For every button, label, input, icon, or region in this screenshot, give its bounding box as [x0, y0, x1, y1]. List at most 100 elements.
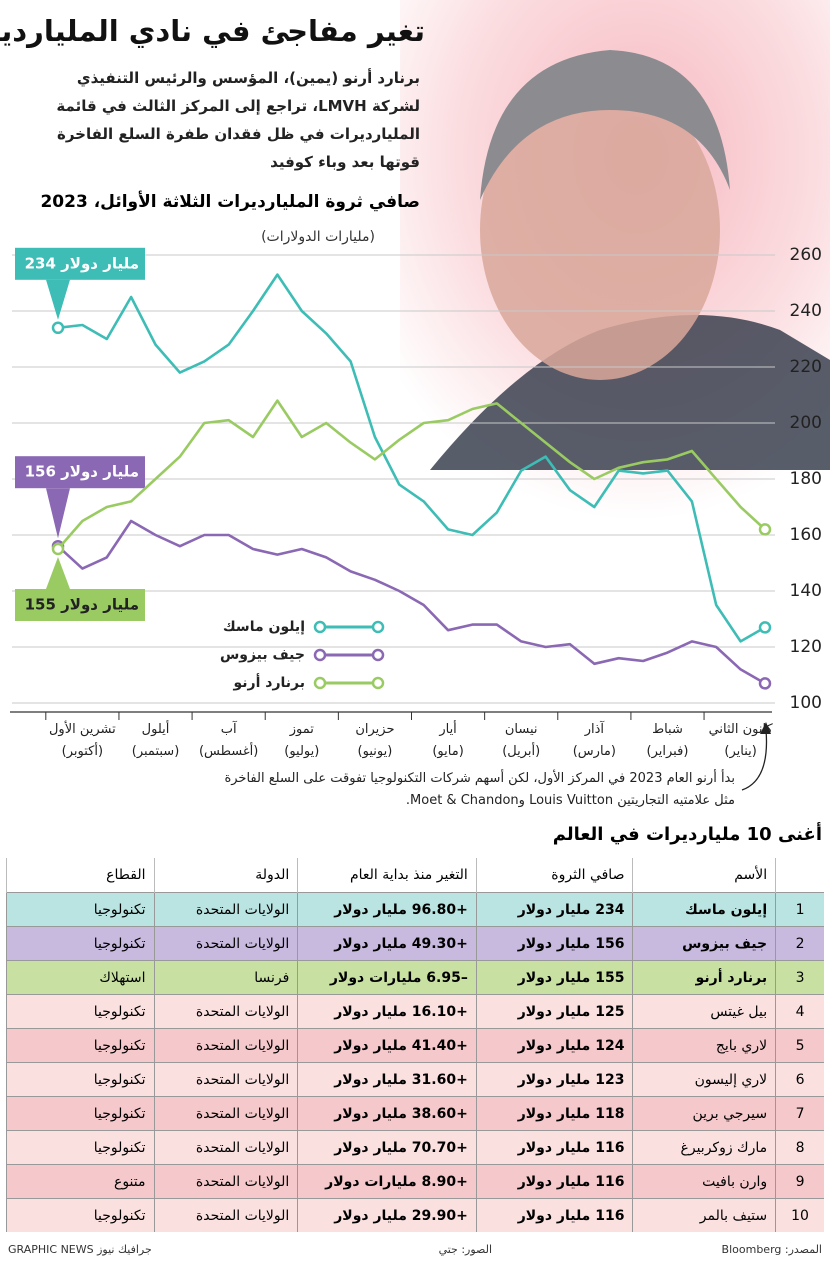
- table-cell: الولايات المتحدة: [153, 1198, 298, 1232]
- table-cell: 4: [775, 994, 824, 1029]
- x-tick-label: كانون الثاني: [709, 722, 774, 737]
- table-cell: 116 مليار دولار: [475, 1164, 633, 1199]
- legend-dot: [313, 648, 327, 662]
- x-tick-note: (يناير): [724, 744, 756, 759]
- table-cell: وارن بافيت: [632, 1164, 776, 1199]
- legend-label: برنارد أرنو: [233, 673, 306, 691]
- table-cell: 2: [775, 926, 824, 961]
- table-cell: الولايات المتحدة: [153, 994, 298, 1029]
- x-tick-label: شباط: [652, 722, 683, 737]
- data-label: 155 مليار دولار: [25, 596, 139, 614]
- table-cell: 123 مليار دولار: [475, 1062, 633, 1097]
- table-cell: الولايات المتحدة: [153, 1130, 298, 1165]
- annotation: بدأ أرنو العام 2023 في المركز الأول، لكن…: [224, 768, 735, 812]
- table-cell: +49.30 مليار دولار: [297, 926, 477, 961]
- table-cell: الولايات المتحدة: [153, 1062, 298, 1097]
- y-tick-label: 100: [790, 693, 822, 713]
- table-cell: 5: [775, 1028, 824, 1063]
- table-cell: 116 مليار دولار: [475, 1130, 633, 1165]
- x-tick-label: تموز: [289, 722, 315, 737]
- y-axis-label: (مليارات الدولارات): [261, 229, 375, 245]
- x-tick-note: (أكتوبر): [62, 742, 103, 759]
- y-tick-label: 240: [790, 301, 822, 321]
- table-row: 2 جيف بيزوس 156 مليار دولار +49.30 مليار دو…: [6, 926, 824, 961]
- table-cell: 118 مليار دولار: [475, 1096, 633, 1131]
- table-cell: –6.95 مليارات دولار: [297, 960, 477, 995]
- y-tick-label: 220: [790, 357, 822, 377]
- x-tick-label: حزيران: [355, 722, 394, 737]
- table-cell: تكنولوجيا: [6, 1028, 155, 1063]
- series-line: [57, 273, 766, 643]
- table-cell: تكنولوجيا: [6, 892, 155, 927]
- callout-pointer: [46, 557, 70, 589]
- table-cell: 9: [775, 1164, 824, 1199]
- legend-label: إيلون ماسك: [223, 619, 305, 635]
- x-tick-note: (أغسطس): [199, 742, 258, 759]
- y-tick-label: 120: [790, 637, 822, 657]
- table-cell: فرنسا: [153, 960, 298, 995]
- table-cell: +29.90 مليار دولار: [297, 1198, 477, 1232]
- table-cell: لاري إليسون: [632, 1062, 776, 1097]
- x-tick-note: (يونيو): [358, 744, 393, 759]
- x-tick-label: آذار: [584, 720, 606, 737]
- title: تغير مفاجئ في نادي المليارديرات: [0, 14, 425, 48]
- table-cell: 3: [775, 960, 824, 995]
- y-tick-label: 200: [790, 413, 822, 433]
- table-cell: الولايات المتحدة: [153, 1028, 298, 1063]
- table-cell: بيل غيتس: [632, 994, 776, 1029]
- annotation-line: مثل علامتيه التجاريتين Louis Vuitton وMo…: [405, 793, 735, 808]
- credit: GRAPHIC NEWS جرافيك نيوز: [8, 1243, 152, 1256]
- header-cell: [775, 858, 824, 893]
- table-cell: 124 مليار دولار: [475, 1028, 633, 1063]
- legend-dot: [313, 620, 327, 634]
- x-tick-note: (سبتمبر): [132, 744, 180, 759]
- callout-pointer: [46, 279, 70, 320]
- table-cell: مارك زوكربيرغ: [632, 1130, 776, 1165]
- table-cell: الولايات المتحدة: [153, 892, 298, 927]
- table-cell: تكنولوجيا: [6, 1198, 155, 1232]
- table-cell: +96.80 مليار دولار: [297, 892, 477, 927]
- photo-hair: [480, 50, 730, 200]
- table-row: 9 وارن بافيت 116 مليار دولار +8.90 مليارات …: [6, 1164, 824, 1199]
- table-cell: 234 مليار دولار: [475, 892, 633, 927]
- callout-box: [15, 456, 145, 489]
- source: المصدر: Bloomberg: [721, 1243, 822, 1256]
- header-cell: الدولة: [153, 858, 298, 893]
- annotation-arrow: [741, 729, 768, 791]
- end-point: [51, 542, 65, 556]
- table-cell: لاري بايج: [632, 1028, 776, 1063]
- table-cell: 10: [775, 1198, 824, 1232]
- table-row: 4 بيل غيتس 125 مليار دولار +16.10 مليار دول…: [6, 994, 824, 1029]
- data-label: 234 مليار دولار: [25, 254, 139, 272]
- table-row: 1 إيلون ماسك 234 مليار دولار +96.80 مليار د…: [6, 892, 824, 927]
- table-cell: 125 مليار دولار: [475, 994, 633, 1029]
- subtitle: برنارد أرنو (يمين)، المؤسس والرئيس التنف…: [20, 64, 420, 176]
- end-point: [758, 523, 772, 536]
- series-line: [57, 399, 766, 550]
- x-tick-label: أيلول: [142, 720, 170, 737]
- x-tick-label: أيار: [438, 720, 456, 737]
- table-cell: جيف بيزوس: [632, 926, 776, 961]
- header-row: الأسم صافي الثروة التغير منذ بداية العام ال…: [6, 858, 824, 893]
- table-cell: ستيف بالمر: [632, 1198, 776, 1232]
- table-title: أغنى 10 مليارديرات في العالم: [552, 824, 822, 845]
- legend-label: جيف بيزوس: [220, 647, 305, 663]
- header-cell: الأسم: [632, 858, 776, 893]
- legend-dot: [371, 648, 385, 662]
- table-cell: إيلون ماسك: [632, 892, 776, 927]
- end-point: [758, 677, 772, 690]
- y-tick-label: 160: [790, 525, 822, 545]
- table-cell: متنوع: [6, 1164, 155, 1199]
- subtitle-line: المليارديرات في ظل فقدان طفرة السلع الفا…: [56, 125, 420, 143]
- table-cell: 6: [775, 1062, 824, 1097]
- table-cell: تكنولوجيا: [6, 994, 155, 1029]
- subtitle-line: لشركة LMVH، تراجع إلى المركز الثالث في ق…: [56, 97, 420, 115]
- table-cell: +70.70 مليار دولار: [297, 1130, 477, 1165]
- series-line: [57, 519, 766, 685]
- y-tick-label: 140: [790, 581, 822, 601]
- table-cell: 1: [775, 892, 824, 927]
- annotation-line: بدأ أرنو العام 2023 في المركز الأول، لكن…: [224, 771, 735, 786]
- x-tick-note: (يوليو): [284, 744, 319, 759]
